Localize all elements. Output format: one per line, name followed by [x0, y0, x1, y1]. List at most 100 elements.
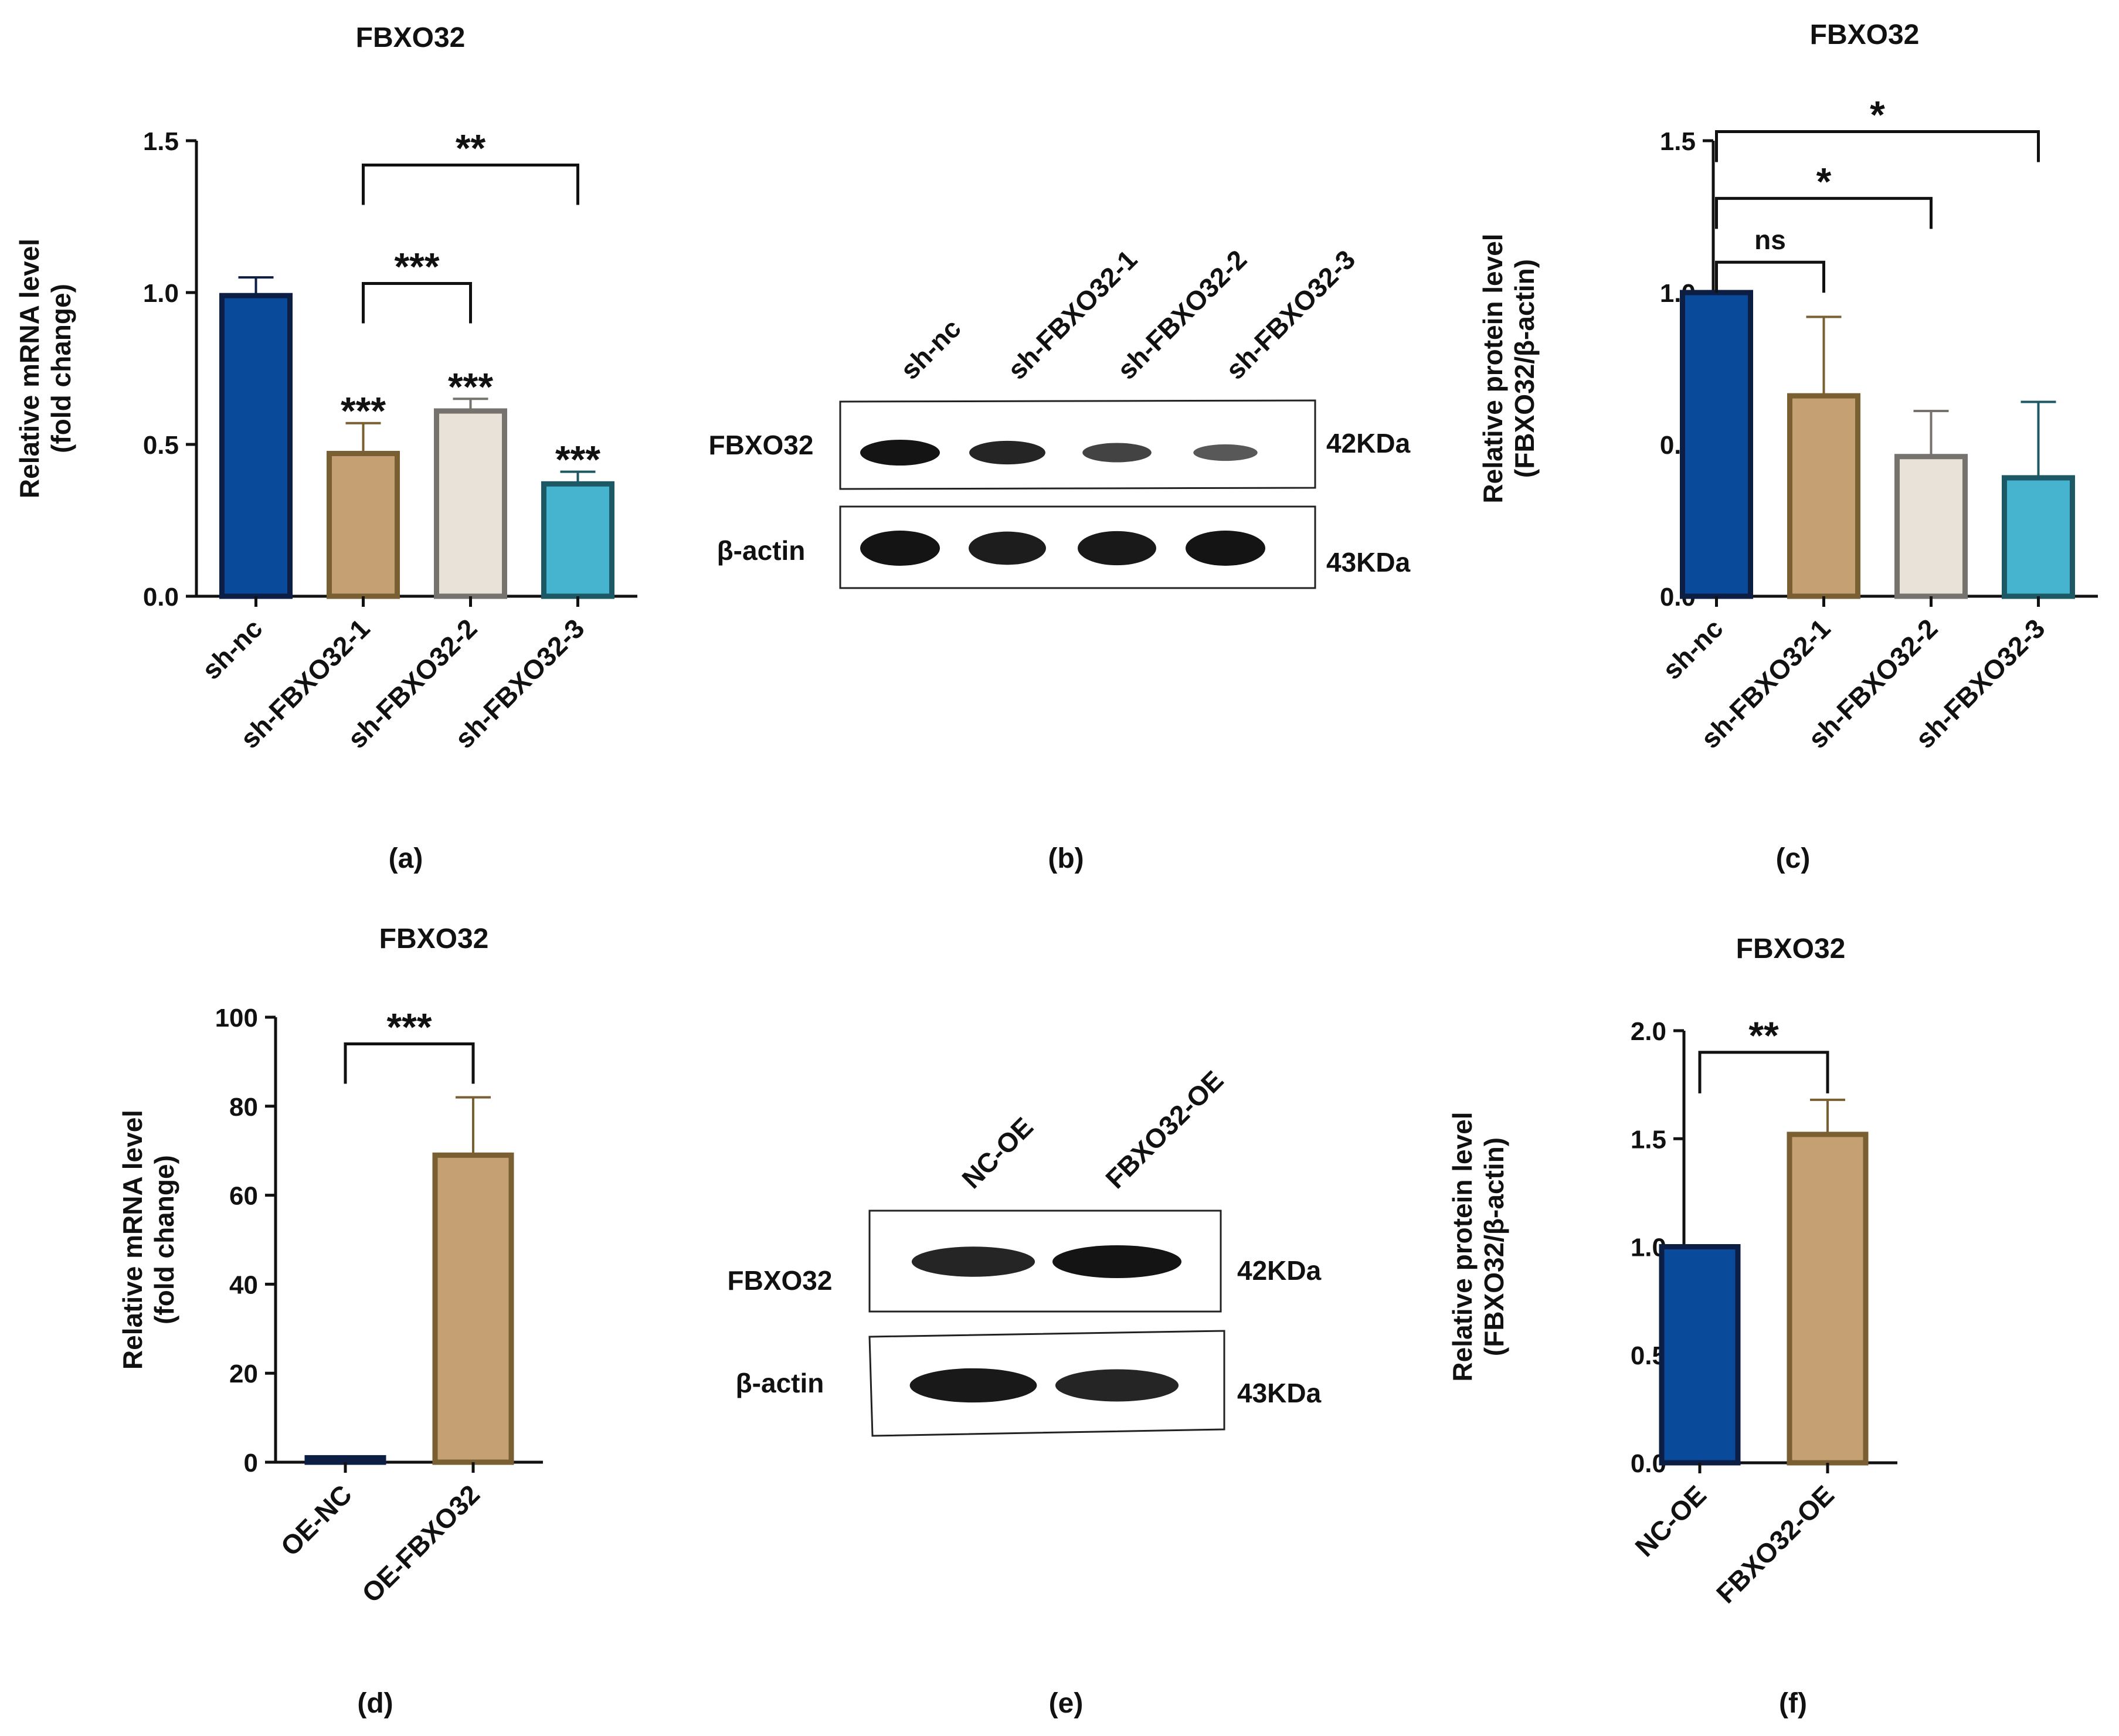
y-axis-label: (FBXO32/β-actin) — [1479, 1137, 1509, 1356]
molecular-weight-label: 43KDa — [1237, 1378, 1322, 1408]
significance-label: ** — [1748, 1014, 1779, 1057]
molecular-weight-label: 42KDa — [1326, 428, 1411, 458]
chart-d: FBXO32 Relative mRNA level (fold change) 0 2… — [117, 923, 543, 1608]
panel-b-label: (b) — [1048, 843, 1084, 874]
x-tick-label: FBXO32-OE — [1710, 1479, 1840, 1609]
blot-row-label: β-actin — [736, 1368, 824, 1398]
blot-row-label: β-actin — [717, 535, 806, 566]
protein-band — [911, 1246, 1035, 1277]
y-tick-label: 1.0 — [143, 279, 179, 308]
bar — [2002, 475, 2075, 599]
protein-band — [1186, 531, 1265, 566]
significance-label: ns — [1754, 225, 1786, 255]
chart-f: FBXO32 Relative protein level (FBXO32/β-ac… — [1447, 933, 1897, 1609]
lane-label: sh-nc — [894, 313, 967, 386]
blot-frame — [868, 1210, 1222, 1313]
significance-bracket — [1715, 130, 2040, 162]
bar — [432, 1152, 514, 1465]
x-tick-label: OE-FBXO32 — [356, 1479, 485, 1608]
y-tick-label: 1.5 — [1660, 127, 1696, 156]
panel-f-label: (f) — [1779, 1688, 1807, 1719]
significance-bracket — [362, 163, 579, 205]
significance-bracket — [362, 281, 472, 324]
lane-label: FBXO32-OE — [1099, 1065, 1229, 1194]
y-axis-label: Relative mRNA level — [14, 239, 45, 498]
bar — [1659, 1244, 1741, 1466]
y-axis-label: (fold change) — [149, 1155, 179, 1324]
chart-c: FBXO32 Relative protein level (FBXO32/β-ac… — [1478, 19, 2098, 754]
blot-frame — [839, 399, 1316, 490]
chart-title: FBXO32 — [356, 22, 466, 53]
protein-band — [1055, 1369, 1179, 1402]
y-tick-label: 100 — [215, 1004, 258, 1032]
x-tick-label: sh-nc — [1656, 613, 1729, 685]
lane-label: NC-OE — [956, 1111, 1039, 1194]
bar — [327, 451, 400, 599]
bar — [1787, 1132, 1869, 1466]
protein-band — [969, 440, 1045, 465]
significance-label: * — [1816, 159, 1832, 203]
protein-band — [1078, 531, 1156, 566]
bar — [1894, 454, 1968, 599]
y-tick-label: 40 — [229, 1270, 258, 1299]
blot-e: NC-OE FBXO32-OE FBXO32 42KDa β-actin 43KDa — [728, 1065, 1322, 1437]
bar — [1787, 393, 1860, 599]
y-tick-label: 1.5 — [1631, 1125, 1666, 1154]
significance-bracket — [344, 1042, 475, 1084]
chart-a: FBXO32 Relative mRNA level (fold change) 0.… — [14, 22, 637, 754]
significance-label: ** — [456, 126, 486, 169]
bar — [219, 293, 293, 599]
significance-label: *** — [386, 1005, 432, 1049]
molecular-weight-label: 42KDa — [1237, 1255, 1322, 1286]
y-tick-label: 0.0 — [143, 583, 179, 611]
y-tick-label: 60 — [229, 1182, 258, 1211]
blot-b: sh-nc sh-FBXO32-1sh-FBXO32-2sh-FBXO32-3FB… — [709, 244, 1411, 589]
panel-e-label: (e) — [1049, 1688, 1084, 1719]
significance-bracket — [1698, 1051, 1829, 1093]
panel-c-label: (c) — [1776, 843, 1811, 874]
significance-label: *** — [341, 389, 386, 433]
y-tick-label: 0 — [244, 1449, 258, 1477]
panel-d-label: (d) — [357, 1688, 393, 1719]
blot-row-label: FBXO32 — [709, 430, 814, 460]
y-axis-label: (fold change) — [46, 284, 76, 453]
panel-a-label: (a) — [389, 843, 423, 874]
protein-band — [1193, 444, 1258, 461]
y-tick-label: 1.5 — [143, 127, 179, 156]
chart-title: FBXO32 — [379, 923, 489, 954]
chart-title: FBXO32 — [1736, 933, 1846, 964]
blot-frame — [868, 1330, 1225, 1437]
significance-label: *** — [394, 244, 439, 288]
y-tick-label: 80 — [229, 1093, 258, 1122]
bar — [541, 481, 614, 599]
y-tick-label: 2.0 — [1631, 1017, 1666, 1046]
bar — [434, 408, 507, 599]
x-tick-label: OE-NC — [274, 1479, 358, 1562]
bar — [1680, 290, 1753, 599]
y-axis-label: (FBXO32/β-actin) — [1509, 259, 1540, 478]
significance-bracket — [1715, 260, 1825, 293]
x-tick-label: sh-nc — [196, 613, 269, 685]
significance-label: *** — [448, 365, 493, 408]
bar — [304, 1455, 386, 1465]
protein-band — [1082, 443, 1152, 463]
molecular-weight-label: 43KDa — [1326, 547, 1411, 577]
x-tick-label: NC-OE — [1629, 1479, 1712, 1562]
protein-band — [909, 1368, 1037, 1403]
y-tick-label: 0.5 — [143, 431, 179, 460]
y-axis-label: Relative protein level — [1478, 233, 1508, 503]
protein-band — [860, 531, 940, 566]
chart-title: FBXO32 — [1810, 19, 1920, 50]
y-axis-label: Relative mRNA level — [117, 1110, 148, 1370]
blot-row-label: FBXO32 — [728, 1265, 833, 1296]
protein-band — [969, 531, 1046, 565]
significance-label: * — [1870, 93, 1885, 136]
significance-label: *** — [555, 438, 600, 481]
protein-band — [860, 440, 940, 466]
protein-band — [1052, 1245, 1181, 1278]
blot-frame — [839, 505, 1316, 589]
significance-bracket — [1715, 196, 1933, 229]
y-axis-label: Relative protein level — [1447, 1112, 1478, 1381]
y-tick-label: 20 — [229, 1360, 258, 1388]
